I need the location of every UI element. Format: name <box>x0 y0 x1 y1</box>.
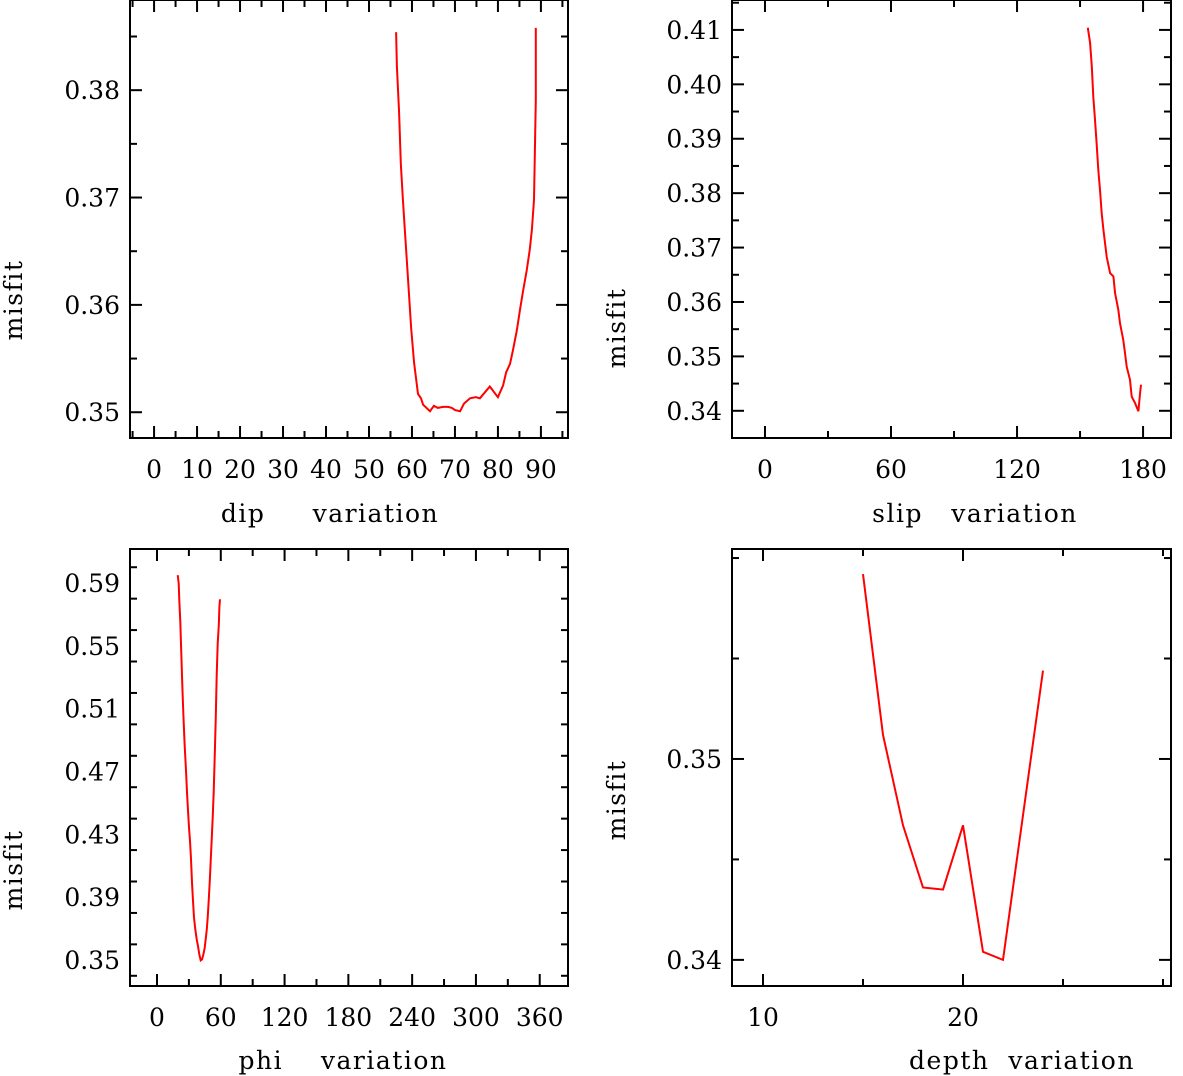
misfit-line-phi <box>176 574 221 963</box>
x-tick-label: 180 <box>325 1003 373 1032</box>
misfit-line-dip <box>395 27 537 413</box>
x-axis-label: slip variation <box>872 499 1078 528</box>
plot-frame <box>129 548 569 987</box>
x-tick-label: 60 <box>205 1003 237 1032</box>
x-tick-label: 70 <box>439 455 471 484</box>
x-tick-label: 360 <box>516 1003 564 1032</box>
y-tick-label: 0.39 <box>666 125 722 154</box>
x-tick-label: 300 <box>452 1003 500 1032</box>
panel-slip: 0 60 120 180 0.34 0.35 0.36 0.37 0.38 0.39 0.40 0.4… <box>602 0 1172 528</box>
misfit-line-slip <box>1086 27 1142 412</box>
x-axis-label: depth variation <box>909 1046 1135 1075</box>
y-axis-label: misfit <box>0 830 28 911</box>
x-tick-label: 60 <box>875 455 907 484</box>
y-tick-label: 0.35 <box>64 946 120 975</box>
x-tick-label: 0 <box>146 455 162 484</box>
y-tick-label: 0.43 <box>64 820 120 849</box>
x-tick-label: 80 <box>482 455 514 484</box>
y-tick-label: 0.41 <box>666 16 722 45</box>
y-tick-label: 0.36 <box>666 288 722 317</box>
x-tick-label: 50 <box>353 455 385 484</box>
y-tick-label: 0.37 <box>64 184 120 213</box>
y-tick-label: 0.47 <box>64 758 120 787</box>
y-tick-label: 0.39 <box>64 883 120 912</box>
y-tick-label: 0.34 <box>666 946 722 975</box>
x-tick-label: 120 <box>993 455 1041 484</box>
x-tick-label: 10 <box>747 1003 779 1032</box>
y-tick-label: 0.59 <box>64 569 120 598</box>
plot-frame <box>731 0 1172 439</box>
x-tick-label: 40 <box>310 455 342 484</box>
y-tick-label: 0.35 <box>64 398 120 427</box>
x-tick-label: 20 <box>224 455 256 484</box>
y-tick-label: 0.36 <box>64 291 120 320</box>
y-tick-label: 0.38 <box>64 76 120 105</box>
y-axis-label: misfit <box>602 288 631 369</box>
x-tick-label: 30 <box>267 455 299 484</box>
x-tick-label: 60 <box>396 455 428 484</box>
y-tick-label: 0.51 <box>64 695 120 724</box>
y-tick-label: 0.34 <box>666 397 722 426</box>
x-tick-label: 90 <box>525 455 557 484</box>
y-tick-label: 0.35 <box>666 745 722 774</box>
misfit-line-depth <box>862 573 1044 962</box>
y-tick-label: 0.35 <box>666 342 722 371</box>
x-axis-label: phi variation <box>239 1046 448 1075</box>
plot-frame <box>731 548 1172 987</box>
x-tick-label: 180 <box>1119 455 1167 484</box>
y-axis-label: misfit <box>602 760 631 841</box>
y-tick-label: 0.38 <box>666 179 722 208</box>
y-tick-label: 0.37 <box>666 234 722 263</box>
x-tick-label: 240 <box>388 1003 436 1032</box>
panel-dip: 0 10 20 30 40 50 60 70 80 90 0.35 0.36 0.37 0.38 dip v… <box>0 0 569 528</box>
x-tick-label: 10 <box>181 455 213 484</box>
x-tick-label: 120 <box>261 1003 309 1032</box>
x-tick-label: 0 <box>149 1003 165 1032</box>
panel-phi: 0 60 120 180 240 300 360 0.35 0.39 0.43 0.47 0.51 0.… <box>0 548 569 1075</box>
x-tick-label: 0 <box>757 455 773 484</box>
y-axis-label: misfit <box>0 260 28 341</box>
x-axis-label: dip variation <box>221 499 439 528</box>
x-tick-label: 20 <box>947 1003 979 1032</box>
y-tick-label: 0.40 <box>666 70 722 99</box>
y-tick-label: 0.55 <box>64 632 120 661</box>
panel-depth: 10 20 0.34 0.35 depth variation misfit <box>602 548 1172 1075</box>
plot-frame <box>129 0 569 439</box>
